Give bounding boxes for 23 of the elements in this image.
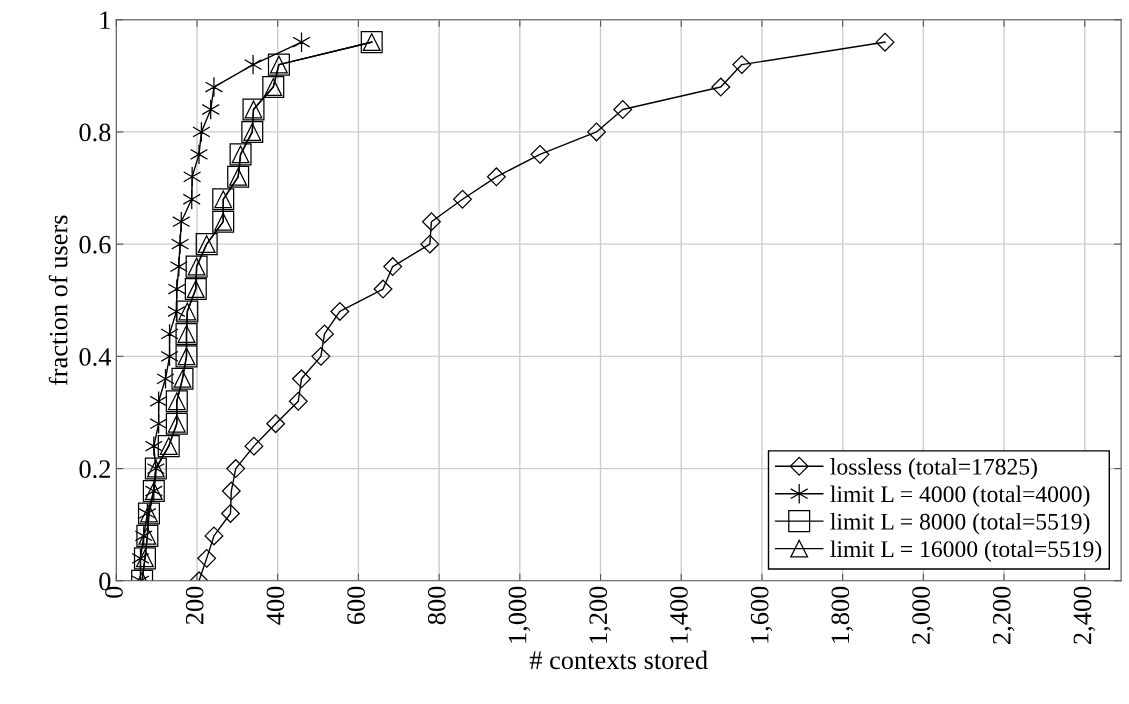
y-tick-label: 0.4	[79, 347, 112, 366]
x-tick-label: 2,200	[992, 586, 1015, 644]
legend-label: limit L = 16000 (total=5519)	[830, 540, 1102, 562]
x-tick-label: 1,200	[589, 586, 611, 643]
legend-label: limit L = 4000 (total=4000)	[830, 485, 1090, 507]
x-tick-label: 1,400	[670, 586, 692, 643]
y-tick-label: 0.6	[79, 235, 111, 254]
legend-label: limit L = 8000 (total=5519)	[830, 513, 1090, 535]
x-tick-label: 1,800	[831, 586, 854, 643]
y-tick-label: 0.8	[79, 123, 111, 142]
x-tick-label: 1,600	[750, 586, 773, 643]
y-axis-title: fraction of users	[48, 215, 68, 386]
legend-label: lossless (total=17825)	[830, 458, 1037, 480]
y-tick-label: 0.2	[79, 460, 110, 479]
x-tick-label: 2,400	[1073, 586, 1096, 644]
x-tick-label: 800	[427, 586, 446, 625]
x-tick-label: 200	[185, 586, 204, 625]
x-tick-label: 1,000	[508, 586, 531, 643]
x-tick-label: 400	[266, 586, 285, 625]
x-axis-title: # contexts stored	[529, 650, 708, 670]
x-tick-label: 2,000	[912, 586, 934, 644]
x-tick-label: 600	[347, 586, 366, 625]
y-tick-label: 1	[100, 11, 110, 29]
